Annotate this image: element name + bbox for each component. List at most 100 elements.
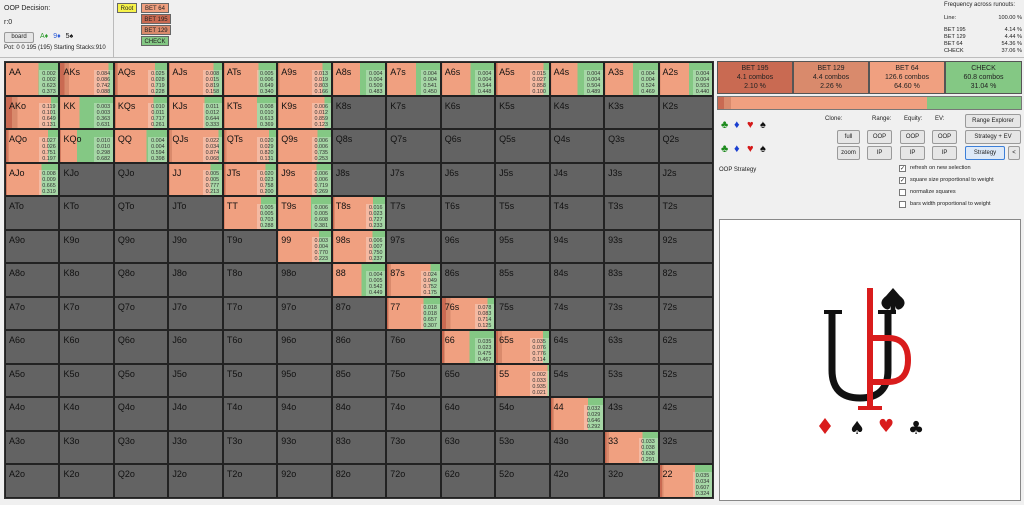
hand-cell[interactable]: QQ 0.004 0.004 0.594 0.398 — [113, 129, 169, 163]
range-explorer-button[interactable]: Range Explorer — [965, 114, 1021, 128]
hand-cell[interactable]: A4s 0.004 0.004 0.504 0.489 — [549, 62, 605, 96]
hand-cell[interactable]: Q6o — [113, 330, 169, 364]
hand-cell[interactable]: K6o — [59, 330, 114, 364]
hand-cell[interactable]: JTo — [168, 196, 223, 230]
full-button[interactable]: full — [837, 130, 860, 144]
hand-cell[interactable]: 64o — [440, 397, 496, 431]
equity-ip-button[interactable]: IP — [900, 146, 925, 160]
hand-cell[interactable]: 72o — [386, 464, 441, 498]
hand-cell[interactable]: J4o — [168, 397, 223, 431]
hand-cell[interactable]: Q9s 0.006 0.006 0.735 0.253 — [277, 129, 332, 163]
heart-icon[interactable]: ♥ — [747, 119, 754, 131]
hand-cell[interactable]: 62s — [658, 330, 713, 364]
hand-cell[interactable]: Q6s — [440, 129, 496, 163]
hand-cell[interactable]: KTs 0.008 0.010 0.613 0.369 — [222, 95, 278, 130]
ev-oop-button[interactable]: OOP — [932, 130, 957, 144]
action-card-check[interactable]: CHECK 60.8 combos 31.04 % — [945, 61, 1022, 94]
hand-cell[interactable]: K4o — [59, 397, 114, 431]
hand-cell[interactable]: 86s — [440, 263, 496, 297]
hand-cell[interactable]: Q8s — [331, 129, 387, 163]
hand-cell[interactable]: J6s — [440, 162, 496, 197]
hand-cell[interactable]: QTs 0.020 0.029 0.820 0.131 — [222, 129, 278, 163]
hand-cell[interactable]: 97s — [386, 229, 441, 264]
hand-cell[interactable]: J2o — [168, 464, 223, 498]
tree-check-button[interactable]: CHECK — [141, 36, 169, 46]
action-card-bet-64[interactable]: BET 64 126.6 combos 64.60 % — [869, 61, 945, 94]
hand-cell[interactable]: 55 0.002 0.033 0.935 0.021 — [495, 363, 550, 398]
hand-cell[interactable]: 88 0.004 0.005 0.542 0.449 — [331, 263, 387, 297]
hand-cell[interactable]: 95s — [495, 229, 550, 264]
hand-cell[interactable]: JJ 0.005 0.005 0.777 0.213 — [168, 162, 223, 197]
hand-cell[interactable]: 66 0.035 0.023 0.475 0.467 — [440, 330, 496, 364]
hand-cell[interactable]: K5s — [495, 95, 550, 130]
hand-cell[interactable]: T7o — [222, 296, 278, 331]
tree-bet129-button[interactable]: BET 129 — [141, 25, 171, 35]
hand-cell[interactable]: 86o — [331, 330, 387, 364]
tree-bet64-button[interactable]: BET 64 — [141, 3, 169, 13]
hand-cell[interactable]: 64s — [549, 330, 605, 364]
club-icon[interactable]: ♣ — [721, 119, 729, 131]
hand-cell[interactable]: 63s — [604, 330, 659, 364]
hand-cell[interactable]: A9o — [5, 229, 60, 264]
hand-cell[interactable]: Q3o — [113, 430, 169, 465]
hand-cell[interactable]: A2o — [5, 464, 60, 498]
hand-cell[interactable]: K3o — [59, 430, 114, 465]
hand-cell[interactable]: K5o — [59, 363, 114, 398]
hand-cell[interactable]: KJo — [59, 162, 114, 197]
hand-cell[interactable]: 73s — [604, 296, 659, 331]
hand-cell[interactable]: 96o — [277, 330, 332, 364]
hand-cell[interactable]: 52s — [658, 363, 713, 398]
hand-cell[interactable]: Q9o — [113, 229, 169, 264]
hand-cell[interactable]: J3o — [168, 430, 223, 465]
hand-cell[interactable]: K8o — [59, 263, 114, 297]
hand-cell[interactable]: T5s — [495, 196, 550, 230]
hand-cell[interactable]: A5s 0.015 0.027 0.858 0.100 — [495, 62, 550, 96]
hand-cell[interactable]: A9s 0.013 0.019 0.803 0.166 — [277, 62, 332, 96]
hand-cell[interactable]: 96s — [440, 229, 496, 264]
hand-cell[interactable]: A7o — [5, 296, 60, 331]
hand-cell[interactable]: 84o — [331, 397, 387, 431]
hand-cell[interactable]: A3s 0.004 0.004 0.524 0.469 — [604, 62, 659, 96]
hand-cell[interactable]: Q7o — [113, 296, 169, 331]
spade-icon[interactable]: ♠ — [760, 143, 766, 155]
diamond-icon[interactable]: ♦ — [734, 143, 740, 155]
hand-cell[interactable]: T8s 0.016 0.023 0.727 0.233 — [331, 196, 387, 230]
hand-cell[interactable]: T9s 0.006 0.005 0.608 0.381 — [277, 196, 332, 230]
range-oop-button[interactable]: OOP — [867, 130, 892, 144]
hand-cell[interactable]: AKo 0.119 0.101 0.649 0.131 — [5, 95, 60, 130]
hand-cell[interactable]: 54s — [549, 363, 605, 398]
hand-cell[interactable]: ATo — [5, 196, 60, 230]
hand-cell[interactable]: J9o — [168, 229, 223, 264]
hand-cell[interactable]: 87s 0.024 0.049 0.752 0.175 — [386, 263, 441, 297]
hand-cell[interactable]: Q4s — [549, 129, 605, 163]
hand-cell[interactable]: J5s — [495, 162, 550, 197]
hand-cell[interactable]: KTo — [59, 196, 114, 230]
hand-cell[interactable]: 97o — [277, 296, 332, 331]
hand-cell[interactable]: A8o — [5, 263, 60, 297]
hand-cell[interactable]: K4s — [549, 95, 605, 130]
hand-cell[interactable]: QJs 0.022 0.034 0.874 0.068 — [168, 129, 223, 163]
hand-cell[interactable]: T4s — [549, 196, 605, 230]
hand-cell[interactable]: 65o — [440, 363, 496, 398]
hand-cell[interactable]: 73o — [386, 430, 441, 465]
hand-cell[interactable]: A7s 0.004 0.004 0.541 0.450 — [386, 62, 441, 96]
hand-cell[interactable]: 76s 0.078 0.083 0.714 0.125 — [440, 296, 496, 331]
hand-cell[interactable]: J6o — [168, 330, 223, 364]
hand-cell[interactable]: J4s — [549, 162, 605, 197]
hand-cell[interactable]: 87o — [331, 296, 387, 331]
hand-cell[interactable]: 98o — [277, 263, 332, 297]
board-button[interactable]: board — [4, 32, 34, 43]
hand-cell[interactable]: K7o — [59, 296, 114, 331]
hand-cell[interactable]: AQo 0.027 0.026 0.751 0.197 — [5, 129, 60, 163]
hand-cell[interactable]: KQs 0.010 0.011 0.717 0.261 — [113, 95, 169, 130]
hand-cell[interactable]: 82o — [331, 464, 387, 498]
option-checkbox[interactable]: ✓ — [899, 165, 906, 172]
hand-cell[interactable]: Q2s — [658, 129, 713, 163]
hand-cell[interactable]: A4o — [5, 397, 60, 431]
hand-cell[interactable]: 43o — [549, 430, 605, 465]
hand-cell[interactable]: J3s — [604, 162, 659, 197]
hand-cell[interactable]: 74o — [386, 397, 441, 431]
hand-cell[interactable]: KK 0.003 0.003 0.363 0.631 — [59, 95, 114, 130]
hand-cell[interactable]: A2s 0.004 0.004 0.553 0.440 — [658, 62, 713, 96]
action-card-bet-129[interactable]: BET 129 4.4 combos 2.26 % — [793, 61, 869, 94]
